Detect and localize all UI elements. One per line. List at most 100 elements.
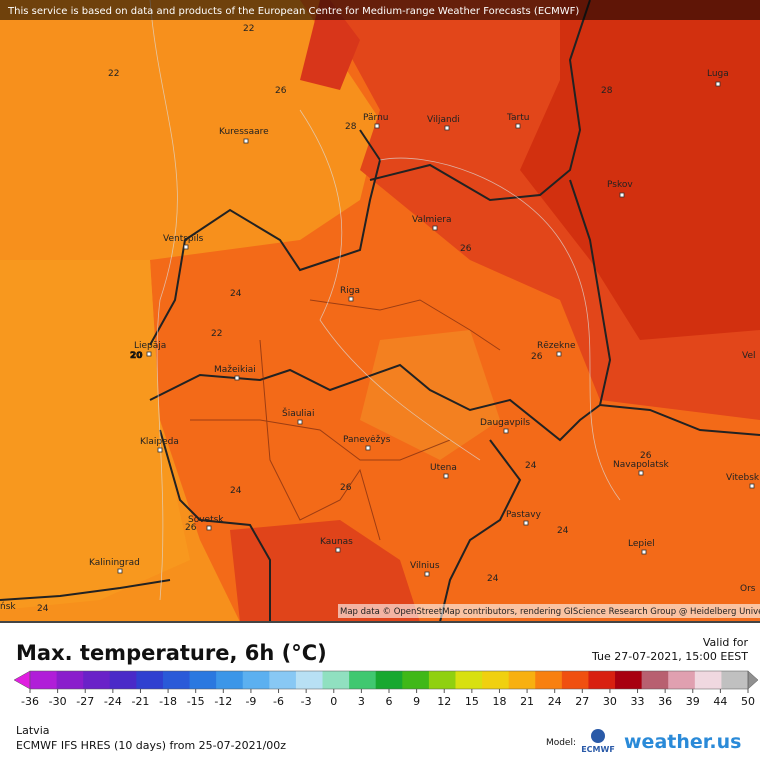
contour-label: 24: [557, 526, 569, 536]
colorbar-swatch: [668, 671, 696, 689]
legend-tick-label: 9: [413, 695, 420, 708]
model-logo: ECMWF: [581, 745, 615, 754]
city-label: Šiauliai: [282, 407, 314, 419]
city-label: Ors: [740, 584, 756, 594]
contour-label: 22: [108, 69, 119, 79]
colorbar: [13, 670, 759, 690]
model-run: ECMWF IFS HRES (10 days) from 25-07-2021…: [16, 739, 286, 752]
colorbar-swatch: [83, 671, 111, 689]
colorbar-swatch: [216, 671, 244, 689]
city-dot: [206, 525, 212, 531]
city-dot: [183, 244, 189, 250]
colorbar-swatch: [136, 671, 164, 689]
city-label: Sovetsk: [188, 515, 224, 525]
city-dot: [619, 192, 625, 198]
contour-label: 20: [130, 351, 143, 361]
legend-tick-label: 0: [330, 695, 337, 708]
colorbar-swatch: [482, 671, 510, 689]
legend-tick-label: 6: [386, 695, 393, 708]
borders: [0, 0, 760, 623]
admin-borders: [190, 299, 501, 541]
city-label: Valmiera: [412, 215, 452, 225]
colorbar-swatch: [615, 671, 643, 689]
colorbar-swatch: [535, 671, 563, 689]
city-dot: [638, 470, 644, 476]
city-label: Navapolatsk: [613, 460, 670, 470]
colorbar-swatch: [269, 671, 297, 689]
city-dot: [243, 138, 249, 144]
contour-label: 28: [601, 86, 613, 96]
city-dot: [335, 547, 341, 553]
contour-label: 24: [487, 574, 499, 584]
city-dot: [641, 549, 647, 555]
valid-label: Valid for: [703, 636, 749, 649]
colorbar-swatch: [402, 671, 430, 689]
legend-tick-label: 12: [437, 695, 451, 708]
ecmwf-icon: [591, 729, 605, 743]
city-label: Vitebsk: [726, 473, 760, 483]
contour-label: 26: [640, 451, 652, 461]
city-label: Tartu: [506, 113, 529, 123]
city-label: Rēzekne: [537, 341, 576, 351]
colorbar-swatch: [721, 671, 749, 689]
hot-zone: [300, 0, 360, 90]
legend-tick-label: 3: [358, 695, 365, 708]
legend-tick-label: 15: [465, 695, 479, 708]
contour-label: 24: [230, 486, 242, 496]
colorbar-swatch: [349, 671, 377, 689]
city-label: Ventspils: [163, 234, 204, 244]
legend-tick-label: 36: [658, 695, 672, 708]
colorbar-swatch: [508, 671, 536, 689]
contour-label: 24: [230, 289, 242, 299]
city-label: Kaliningrad: [89, 558, 140, 568]
colorbar-swatch: [375, 671, 403, 689]
legend-tick-label: -15: [187, 695, 205, 708]
brand: weather.us: [624, 731, 741, 753]
map: [0, 0, 760, 623]
city-dot: [348, 296, 354, 302]
legend-tick-label: -21: [131, 695, 149, 708]
city-dot: [443, 473, 449, 479]
legend-tick-label: 27: [575, 695, 589, 708]
legend-tick-label: -12: [214, 695, 232, 708]
legend-tick-label: 21: [520, 695, 534, 708]
legend-tick-label: -24: [104, 695, 122, 708]
legend-tick-label: 24: [548, 695, 562, 708]
city-label: Lepiel: [628, 539, 655, 549]
colorbar-swatch: [162, 671, 191, 689]
city-label: Kaunas: [320, 537, 353, 547]
colorbar-swatch: [694, 671, 722, 689]
contour-label: 22: [243, 24, 254, 34]
legend-tick-label: -36: [21, 695, 39, 708]
city-label: Daugavpils: [480, 418, 530, 428]
legend-tick-label: 30: [603, 695, 617, 708]
colorbar-swatch: [30, 671, 58, 689]
city-label: Viljandi: [427, 115, 460, 125]
banner-bg: [0, 0, 760, 20]
city-label: Utena: [430, 463, 457, 473]
contour-label: 26: [460, 244, 472, 254]
city-dot: [749, 483, 755, 489]
city-dot: [157, 447, 163, 453]
city-dot: [523, 520, 529, 526]
city-label: Klaipeda: [140, 437, 179, 447]
colorbar-swatch: [109, 671, 137, 689]
city-label: Liepāja: [134, 341, 166, 351]
city-dot: [556, 351, 562, 357]
contour-label: 26: [275, 86, 287, 96]
legend-tick-label: 50: [741, 695, 755, 708]
colorbar-swatch: [56, 671, 84, 689]
hot-zone: [520, 0, 760, 340]
colorbar-swatch: [322, 671, 350, 689]
legend-tick-label: -27: [76, 695, 94, 708]
contour-label: 28: [345, 122, 357, 132]
contour-label: 26: [340, 483, 352, 493]
contour-label: 22: [211, 329, 222, 339]
city-dot: [432, 225, 438, 231]
hot-zone: [230, 520, 420, 622]
colorbar-swatch: [295, 671, 324, 689]
city-label: ńsk: [0, 602, 16, 612]
city-label: Mažeikiai: [214, 365, 256, 375]
